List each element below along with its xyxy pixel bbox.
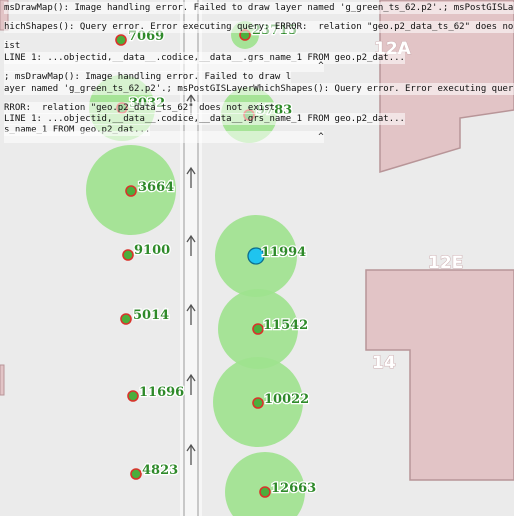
error-line: msDrawMap(): Image handling error. Faile… [4, 2, 514, 14]
error-line: hichShapes(): Query error. Error executi… [4, 21, 514, 33]
tree-label-5014: 5014 [133, 308, 169, 323]
tree-marker-7069[interactable] [115, 34, 127, 46]
building-small-left-2 [0, 364, 5, 396]
error-line: ^ [4, 60, 324, 72]
up-arrow-icon [186, 443, 196, 465]
up-arrow-icon [186, 303, 196, 325]
tree-marker-4823[interactable] [130, 468, 142, 480]
up-arrow-icon [186, 166, 196, 188]
tree-marker-11542[interactable] [252, 323, 264, 335]
up-arrow-icon [186, 373, 196, 395]
tree-canopy-12663 [225, 452, 305, 516]
error-line: ^ [4, 131, 324, 143]
tree-label-9100: 9100 [134, 243, 170, 258]
tree-label-3664: 3664 [138, 180, 174, 195]
up-arrow-icon [186, 234, 196, 256]
building-label-12e: 12E [428, 253, 463, 273]
tree-label-11696: 11696 [139, 385, 184, 400]
tree-marker-11696[interactable] [127, 390, 139, 402]
tree-marker-9100[interactable] [122, 249, 134, 261]
error-line: ayer named 'g_green_ts_62.p2'.; msPostGI… [4, 83, 514, 95]
tree-marker-12663[interactable] [259, 486, 271, 498]
error-line: ist [4, 40, 21, 52]
road[interactable] [180, 0, 202, 516]
tree-label-4823: 4823 [142, 463, 178, 478]
trunk-layer [115, 29, 271, 498]
tree-marker-10022[interactable] [252, 397, 264, 409]
tree-label-11994: 11994 [261, 245, 306, 260]
building-12e[interactable] [365, 269, 514, 481]
error-line: LINE 1: ...objectid,__data__.codice,__da… [4, 113, 405, 125]
error-line: ; msDrawMap(): Image handling error. Fai… [4, 71, 292, 83]
tree-marker-5014[interactable] [120, 313, 132, 325]
tree-label-11542: 11542 [263, 318, 308, 333]
error-line: RROR: relation "geo.p2_data_ts_62" does … [4, 102, 275, 114]
tree-label-10022: 10022 [264, 392, 309, 407]
tree-marker-3664[interactable] [125, 185, 137, 197]
tree-label-12663: 12663 [271, 481, 316, 496]
selected-location-marker[interactable] [247, 247, 265, 265]
building-label-14: 14 [372, 353, 396, 373]
